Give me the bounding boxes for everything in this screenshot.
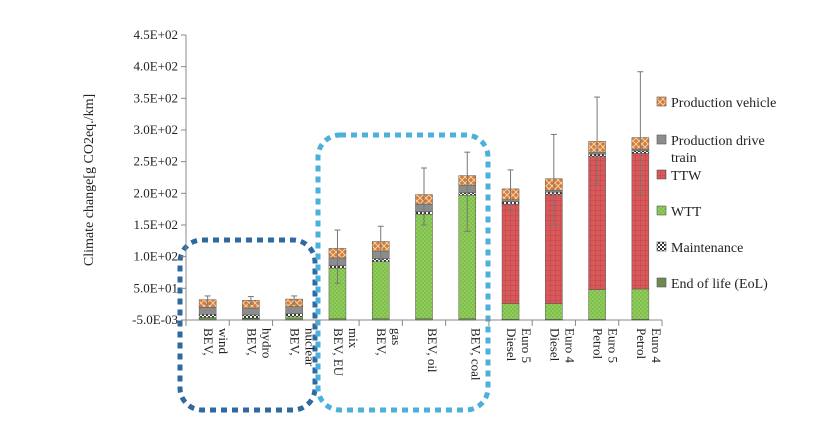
y-tick-label: 4.5E+02 xyxy=(133,27,178,42)
x-category-label: BEV, oil xyxy=(425,328,440,373)
x-category-label: BEV, xyxy=(244,328,259,356)
highlight-box-renewable xyxy=(177,237,318,413)
x-category-label: gas xyxy=(389,328,404,345)
y-tick-label: 3.5E+02 xyxy=(133,90,178,105)
legend-label-cont: train xyxy=(671,151,697,166)
y-tick-label: 3.0E+02 xyxy=(133,122,178,137)
legend-label: Production vehicle xyxy=(671,96,776,111)
x-category-label: Euro 4 xyxy=(649,328,664,364)
bar-segment-wtt xyxy=(415,213,433,319)
y-axis-title: Climate change[g CO2eq./km] xyxy=(82,94,97,266)
y-tick-label: -5.0E-03 xyxy=(132,312,178,327)
legend-label: WTT xyxy=(671,205,702,220)
x-category-label: Petrol xyxy=(591,328,606,359)
legend-label: End of life (EoL) xyxy=(671,277,768,292)
x-category-label: mix xyxy=(346,328,361,349)
legend-label: Production drive xyxy=(671,134,765,149)
x-category-label: Euro 4 xyxy=(562,328,577,364)
x-category-label: Euro 5 xyxy=(519,328,534,363)
x-category-label: Diesel xyxy=(547,328,562,362)
bar-segment-ttw xyxy=(501,203,520,304)
bar-segment-maintenance xyxy=(198,314,217,318)
bar-segment-maintenance xyxy=(242,314,260,319)
y-tick-label: 1.0E+02 xyxy=(133,249,178,264)
bar-segment-wtt xyxy=(285,316,303,319)
legend-swatch xyxy=(656,96,667,107)
bar-segment-wtt xyxy=(501,303,520,320)
legend-swatch xyxy=(656,205,667,216)
y-tick-label: 2.5E+02 xyxy=(133,154,178,169)
legend-label: TTW xyxy=(671,169,702,184)
bar-segment-production-drive-train xyxy=(285,306,303,314)
legend-swatch xyxy=(656,277,667,288)
x-category-label: Euro 5 xyxy=(606,328,621,363)
bar-segment-production-drive-train xyxy=(198,307,217,315)
legend-label: Maintenance xyxy=(671,241,743,256)
x-category-label: hydro xyxy=(259,328,274,358)
x-category-label: wind xyxy=(216,328,231,355)
y-tick-label: 2.0E+02 xyxy=(133,185,178,200)
x-category-label: BEV, EU xyxy=(331,328,346,377)
y-tick-label: 1.5E+02 xyxy=(133,217,178,232)
x-category-label: Diesel xyxy=(504,328,519,362)
bar-segment-maintenance xyxy=(285,313,303,318)
y-tick-label: 5.0E+01 xyxy=(133,280,178,295)
legend-swatch xyxy=(656,169,667,180)
y-tick-label: 4.0E+02 xyxy=(133,59,178,74)
x-category-label: BEV, xyxy=(201,328,216,356)
x-category-label: BEV, coal xyxy=(468,328,483,381)
x-category-label: nuclear xyxy=(303,328,318,367)
bar-segment-wtt xyxy=(371,261,390,319)
bar-segment-wtt xyxy=(631,288,650,320)
bar-segment-production-drive-train xyxy=(242,307,260,316)
x-category-label: Petrol xyxy=(634,328,649,359)
legend-swatch xyxy=(656,241,667,252)
bar-segment-wtt xyxy=(545,303,563,320)
x-category-label: BEV, xyxy=(288,328,303,356)
highlight-box-fossil-electricity xyxy=(315,132,491,413)
legend-swatch xyxy=(656,134,667,145)
x-category-label: BEV, xyxy=(374,328,389,356)
bar-segment-wtt xyxy=(588,289,606,320)
